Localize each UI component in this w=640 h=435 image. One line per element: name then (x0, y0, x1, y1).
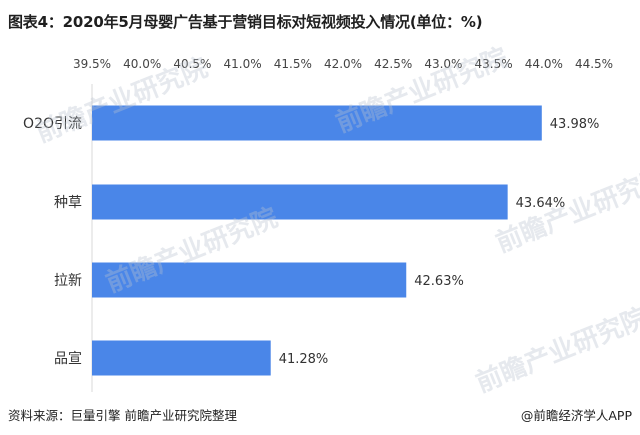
x-tick-label: 40.5% (173, 57, 211, 71)
bar (92, 262, 407, 298)
x-tick-label: 41.0% (224, 57, 262, 71)
x-tick-label: 39.5% (73, 57, 111, 71)
chart-title: 图表4：2020年5月母婴广告基于营销目标对短视频投入情况(单位：%) (8, 13, 483, 31)
x-tick-label: 40.0% (123, 57, 161, 71)
x-tick-label: 43.5% (475, 57, 513, 71)
x-tick-label: 42.0% (324, 57, 362, 71)
category-label: 拉新 (54, 273, 82, 289)
bar (92, 105, 542, 141)
x-tick-label: 44.5% (575, 57, 613, 71)
category-label: 品宣 (54, 351, 82, 367)
data-label: 43.98% (550, 117, 600, 132)
data-labels: 43.98% 43.64% 42.63% 41.28% (279, 117, 600, 367)
x-tick-label: 42.5% (374, 57, 412, 71)
bar (92, 184, 508, 220)
bars (92, 105, 542, 376)
x-tick-label: 44.0% (525, 57, 563, 71)
x-axis-ticks: 39.5% 40.0% 40.5% 41.0% 41.5% 42.0% 42.5% 43.0%… (73, 57, 613, 71)
source-note: 资料来源：巨量引擎 前瞻产业研究院整理 (8, 408, 237, 423)
data-label: 43.64% (516, 196, 566, 211)
category-label: O2O引流 (23, 116, 82, 132)
data-label: 42.63% (414, 274, 464, 289)
brand-credit: @前瞻经济学人APP (520, 408, 632, 423)
category-label: 种草 (54, 195, 82, 211)
x-tick-label: 41.5% (274, 57, 312, 71)
bar (92, 340, 271, 376)
data-label: 41.28% (279, 352, 329, 367)
x-tick-label: 43.0% (424, 57, 462, 71)
